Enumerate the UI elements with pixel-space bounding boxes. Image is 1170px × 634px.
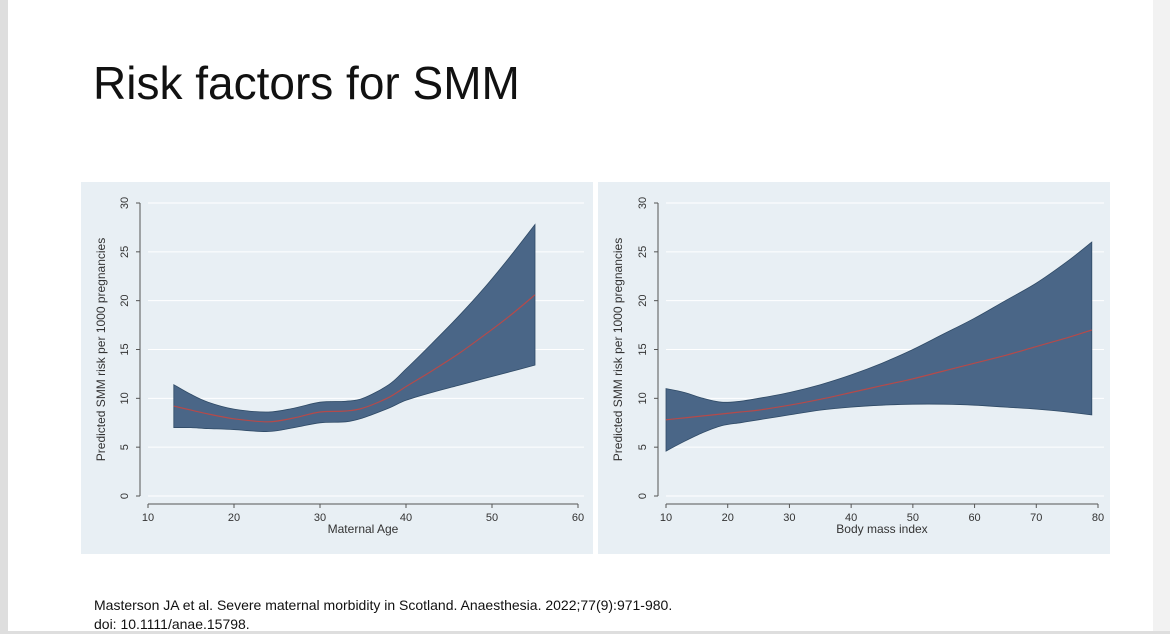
bmi-x-tick-label-1: 20	[722, 512, 734, 524]
age-y-tick-label-2: 10	[119, 392, 131, 404]
citation-line-2: doi: 10.1111/anae.15798.	[94, 616, 250, 632]
bmi-chart-svg: 0 5 10 15 20 25 30 10 20 30 40 50 60 70 80 Body mass in…	[611, 197, 1104, 536]
bmi-y-tick-label-3: 15	[637, 343, 649, 355]
bmi-chart: 0 5 10 15 20 25 30 10 20 30 40 50 60 70 80 Body mass in…	[598, 182, 1110, 554]
age-y-tick-label-4: 20	[119, 295, 131, 307]
age-x-tick-label-0: 10	[142, 512, 154, 524]
age-x-tick-label-1: 20	[228, 512, 240, 524]
bmi-y-tick-label-2: 10	[637, 392, 649, 404]
age-x-tick-label-5: 60	[572, 512, 584, 524]
bmi-y-tick-label-1: 5	[637, 444, 649, 450]
age-y-tick-label-0: 0	[119, 493, 131, 499]
bmi-x-axis-title: Body mass index	[836, 522, 927, 536]
bmi-y-tick-label-5: 25	[637, 246, 649, 258]
age-x-axis-title: Maternal Age	[328, 522, 399, 536]
age-y-tick-label-6: 30	[119, 197, 131, 209]
bmi-x-tick-label-5: 60	[968, 512, 980, 524]
bmi-x-tick-label-4: 50	[907, 512, 919, 524]
slide-title: Risk factors for SMM	[93, 57, 520, 109]
age-y-tick-label-3: 15	[119, 343, 131, 355]
age-confidence-band	[173, 223, 536, 432]
bmi-y-axis-title: Predicted SMM risk per 1000 pregnancies	[611, 238, 625, 461]
citation-line-1: Masterson JA et al. Severe maternal morb…	[94, 597, 673, 613]
maternal-age-chart-svg: 0 5 10 15 20 25 30 10 20 30 40 50 60 Maternal Age Pred…	[94, 197, 584, 536]
bmi-y-tick-label-6: 30	[637, 197, 649, 209]
age-x-tick-label-3: 40	[400, 512, 412, 524]
age-x-tick-label-4: 50	[486, 512, 498, 524]
age-y-tick-label-5: 25	[119, 246, 131, 258]
bmi-x-tick-label-7: 80	[1092, 512, 1104, 524]
bmi-x-tick-label-0: 10	[660, 512, 672, 524]
age-y-tick-label-1: 5	[119, 444, 131, 450]
citation: Masterson JA et al. Severe maternal morb…	[94, 596, 672, 634]
slide: Risk factors for SMM 0 5 10 15 20 25 30 10 20 30 4…	[8, 0, 1153, 634]
bmi-y-tick-label-0: 0	[637, 493, 649, 499]
bmi-confidence-band	[665, 241, 1093, 452]
bmi-x-tick-label-6: 70	[1030, 512, 1042, 524]
bmi-x-tick-label-3: 40	[845, 512, 857, 524]
bmi-y-tick-label-4: 20	[637, 295, 649, 307]
maternal-age-chart: 0 5 10 15 20 25 30 10 20 30 40 50 60 Maternal Age Pred…	[81, 182, 593, 554]
window-edge	[1153, 0, 1170, 631]
age-estimate-line	[173, 294, 536, 423]
bmi-estimate-line	[665, 329, 1092, 421]
age-x-tick-label-2: 30	[314, 512, 326, 524]
age-y-axis-title: Predicted SMM risk per 1000 pregnancies	[94, 238, 108, 461]
bmi-x-tick-label-2: 30	[783, 512, 795, 524]
